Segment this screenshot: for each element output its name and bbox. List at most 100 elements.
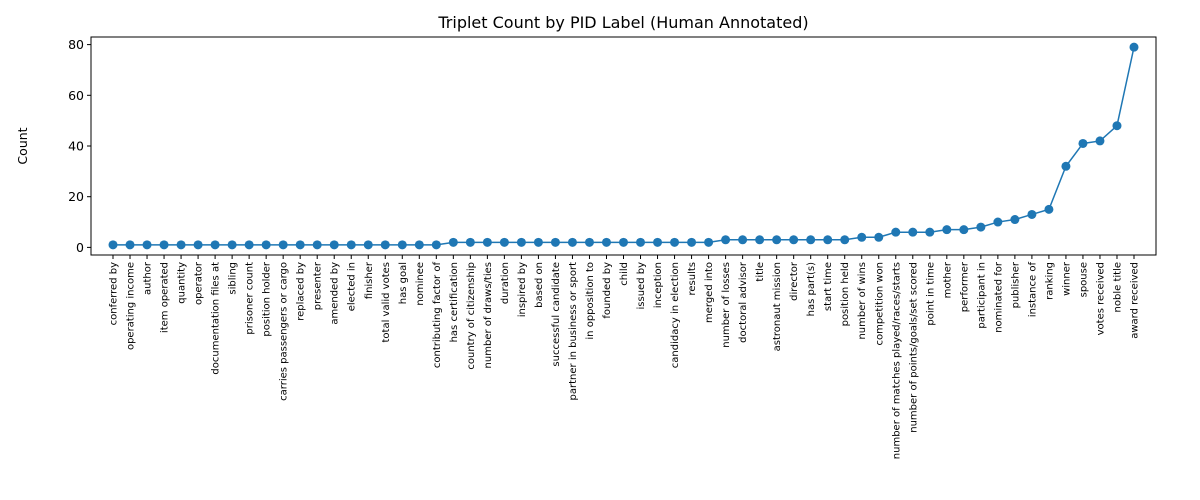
data-point [908, 227, 918, 237]
x-tick-label: amended by [330, 262, 341, 325]
data-point [1061, 161, 1071, 171]
x-tick-label: astronaut mission [772, 262, 783, 351]
data-point [482, 237, 492, 247]
data-point [772, 235, 782, 245]
x-tick-label: operating income [126, 262, 137, 350]
y-axis: 0 20 40 60 80 [68, 37, 91, 255]
x-tick-label: in opposition to [585, 262, 596, 340]
series-count [108, 42, 1139, 250]
y-tick-label: 60 [68, 88, 84, 103]
data-point [976, 222, 986, 232]
data-point [329, 240, 339, 250]
y-axis-label: Count [15, 127, 30, 164]
x-tick-label: participant in [976, 262, 987, 329]
x-tick-label: number of wins [857, 262, 868, 340]
data-point [193, 240, 203, 250]
y-tick-label: 20 [68, 189, 84, 204]
data-point [959, 225, 969, 235]
x-tick-label: number of points/goals/set scored [908, 262, 919, 433]
data-point [380, 240, 390, 250]
data-point [993, 217, 1003, 227]
x-tick-label: has certification [449, 262, 460, 342]
data-point [891, 227, 901, 237]
data-point [823, 235, 833, 245]
x-tick-label: noble title [1112, 262, 1123, 312]
x-tick-label: conferred by [109, 262, 120, 325]
x-tick-label: has part(s) [806, 262, 817, 316]
x-tick-label: quantity [177, 262, 188, 304]
x-tick-label: replaced by [296, 262, 307, 321]
x-tick-label: number of matches played/races/starts [891, 262, 902, 459]
data-point [1010, 215, 1020, 225]
x-tick-label: votes received [1095, 262, 1106, 335]
data-point [653, 237, 663, 247]
data-point [176, 240, 186, 250]
data-point [312, 240, 322, 250]
x-tick-label: founded by [602, 262, 613, 319]
data-point [108, 240, 118, 250]
x-tick-label: point in time [925, 262, 936, 326]
x-tick-label: contributing factor of [432, 262, 443, 369]
data-point [465, 237, 475, 247]
x-tick-label: director [789, 261, 800, 301]
x-tick-label: nominee [415, 262, 426, 306]
data-point [789, 235, 799, 245]
x-tick-label: doctoral advisor [738, 261, 749, 343]
data-point [499, 237, 509, 247]
data-point [397, 240, 407, 250]
data-point [244, 240, 254, 250]
y-tick-label: 80 [68, 37, 84, 52]
x-tick-label: nominated for [993, 261, 1004, 333]
x-tick-label: candidacy in election [670, 262, 681, 368]
x-tick-label: successful candidate [551, 262, 562, 367]
data-point [1129, 42, 1139, 52]
x-tick-label: ranking [1044, 262, 1055, 300]
x-tick-label: award received [1130, 262, 1141, 339]
x-tick-label: publisher [1010, 261, 1021, 308]
x-tick-label: documentation files at [211, 262, 222, 375]
x-tick-label: position held [840, 262, 851, 326]
data-point [363, 240, 373, 250]
data-point [619, 237, 628, 247]
data-point [1044, 204, 1054, 214]
data-point [874, 232, 884, 242]
x-tick-label: has goal [398, 262, 409, 304]
data-point [670, 237, 680, 247]
data-point [125, 240, 135, 250]
data-point [1112, 121, 1122, 131]
data-point [721, 235, 731, 245]
x-tick-label: sibling [228, 262, 239, 295]
x-tick-label: issued by [636, 262, 647, 310]
data-point [159, 240, 169, 250]
x-tick-label: results [687, 262, 698, 296]
data-point [704, 237, 714, 247]
x-tick-label: number of losses [721, 262, 732, 348]
data-point [142, 240, 152, 250]
x-tick-label: competition won [874, 262, 885, 346]
x-tick-label: author [143, 261, 154, 295]
x-tick-label: presenter [313, 261, 324, 310]
x-tick-label: spouse [1078, 262, 1089, 297]
data-point [857, 232, 867, 242]
x-tick-label: merged into [704, 262, 715, 323]
data-point [942, 225, 952, 235]
data-point [925, 227, 935, 237]
data-point [278, 240, 288, 250]
x-tick-label: prisoner count [245, 262, 256, 335]
x-tick-label: start time [823, 262, 834, 311]
data-point [346, 240, 356, 250]
data-point [210, 240, 220, 250]
data-point [414, 240, 424, 250]
x-tick-label: finisher [364, 261, 375, 299]
data-point [738, 235, 748, 245]
data-point [840, 235, 850, 245]
data-point [584, 237, 594, 247]
data-point [295, 240, 305, 250]
series-line [113, 46, 1135, 246]
x-tick-label: duration [500, 262, 511, 304]
y-tick-label: 0 [76, 240, 84, 255]
data-point [687, 237, 697, 247]
data-point [227, 240, 237, 250]
data-point [636, 237, 646, 247]
